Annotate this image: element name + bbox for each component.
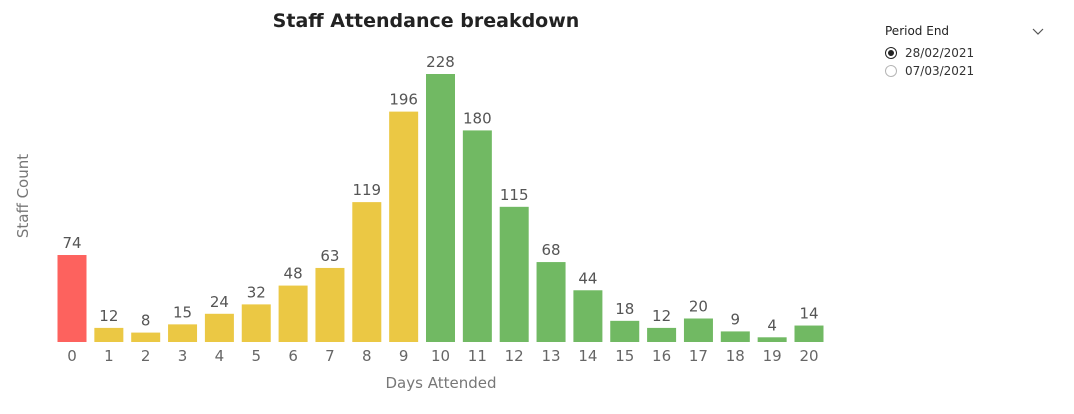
- data-label-4: 24: [210, 293, 229, 311]
- data-label-16: 12: [652, 307, 671, 325]
- x-tick-label-4: 4: [215, 347, 225, 365]
- x-tick-label-12: 12: [505, 347, 524, 365]
- bar-2[interactable]: [131, 332, 161, 342]
- bar-6[interactable]: [278, 285, 308, 342]
- bar-7[interactable]: [315, 267, 345, 342]
- x-tick-label-17: 17: [689, 347, 708, 365]
- slicer-options: 28/02/2021 07/03/2021: [885, 44, 1045, 80]
- data-label-6: 48: [284, 265, 303, 283]
- data-label-17: 20: [689, 297, 708, 315]
- data-label-13: 68: [542, 241, 561, 259]
- data-label-10: 228: [426, 53, 455, 71]
- data-label-12: 115: [500, 186, 529, 204]
- bar-8[interactable]: [352, 202, 382, 342]
- x-tick-label-10: 10: [431, 347, 450, 365]
- bar-14[interactable]: [573, 290, 603, 342]
- bar-0[interactable]: [57, 255, 87, 342]
- x-tick-label-18: 18: [726, 347, 745, 365]
- data-label-14: 44: [578, 269, 597, 287]
- bar-11[interactable]: [462, 130, 492, 342]
- bar-15[interactable]: [610, 320, 640, 342]
- x-tick-label-2: 2: [141, 347, 151, 365]
- bar-1[interactable]: [94, 327, 124, 342]
- data-label-5: 32: [247, 283, 266, 301]
- slicer-option-07-03-2021[interactable]: 07/03/2021: [885, 62, 1045, 80]
- x-tick-label-11: 11: [468, 347, 487, 365]
- radio-button[interactable]: [885, 65, 897, 77]
- x-tick-label-5: 5: [251, 347, 261, 365]
- data-label-1: 12: [99, 307, 118, 325]
- data-label-8: 119: [352, 181, 381, 199]
- bar-19[interactable]: [757, 337, 787, 342]
- period-end-slicer: Period End 28/02/2021 07/03/2021: [885, 22, 1045, 80]
- x-tick-labels-group: 0 1 2 3 4 5 6 7 8 9 10 11 12 13 14 15 16 17 18 19 20: [67, 347, 818, 365]
- slicer-title: Period End: [885, 24, 950, 38]
- bar-20[interactable]: [794, 325, 824, 342]
- bar-10[interactable]: [426, 74, 455, 342]
- slicer-option-28-02-2021[interactable]: 28/02/2021: [885, 44, 1045, 62]
- bar-17[interactable]: [683, 318, 713, 342]
- bar-3[interactable]: [168, 324, 198, 342]
- x-tick-label-20: 20: [799, 347, 818, 365]
- radio-button[interactable]: [885, 47, 897, 59]
- data-label-3: 15: [173, 303, 192, 321]
- data-label-9: 196: [389, 91, 418, 109]
- data-label-11: 180: [463, 109, 492, 127]
- bar-4[interactable]: [204, 313, 234, 342]
- x-tick-label-3: 3: [178, 347, 188, 365]
- bars-group: [57, 74, 824, 342]
- x-tick-label-1: 1: [104, 347, 114, 365]
- data-label-18: 9: [731, 310, 741, 328]
- slicer-option-label: 28/02/2021: [905, 46, 975, 60]
- bar-13[interactable]: [536, 262, 566, 342]
- data-label-20: 14: [799, 305, 818, 323]
- x-tick-label-14: 14: [578, 347, 597, 365]
- chart-title: Staff Attendance breakdown: [273, 10, 580, 32]
- x-tick-label-16: 16: [652, 347, 671, 365]
- bar-12[interactable]: [499, 206, 529, 342]
- x-tick-label-19: 19: [763, 347, 782, 365]
- bar-5[interactable]: [241, 304, 271, 342]
- chevron-down-icon[interactable]: [1031, 24, 1045, 38]
- x-tick-label-0: 0: [67, 347, 77, 365]
- x-tick-label-6: 6: [288, 347, 298, 365]
- x-tick-label-8: 8: [362, 347, 372, 365]
- data-label-7: 63: [320, 247, 339, 265]
- data-label-0: 74: [62, 234, 81, 252]
- bar-16[interactable]: [647, 327, 677, 342]
- data-label-15: 18: [615, 300, 634, 318]
- x-tick-label-13: 13: [542, 347, 561, 365]
- data-labels-group: 74 12 8 15 24 32 48 63 119 196 228 180 115 68 44 18 12 20…: [62, 53, 818, 334]
- bar-18[interactable]: [720, 331, 750, 342]
- data-label-19: 4: [767, 316, 777, 334]
- y-axis-title: Staff Count: [14, 154, 32, 238]
- x-tick-label-15: 15: [615, 347, 634, 365]
- data-label-2: 8: [141, 312, 151, 330]
- bar-9[interactable]: [389, 111, 419, 342]
- x-axis-title: Days Attended: [386, 374, 497, 392]
- x-tick-label-9: 9: [399, 347, 409, 365]
- slicer-header: Period End: [885, 22, 1045, 40]
- slicer-option-label: 07/03/2021: [905, 64, 975, 78]
- x-tick-label-7: 7: [325, 347, 335, 365]
